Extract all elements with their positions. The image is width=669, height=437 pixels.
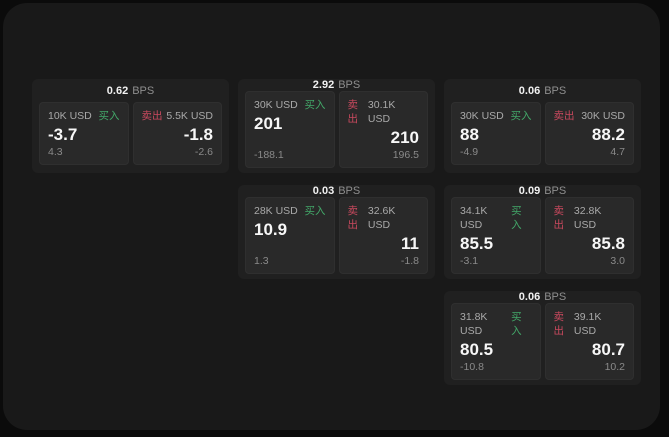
buy-price: 201 bbox=[254, 114, 283, 133]
bps-unit: BPS bbox=[338, 79, 361, 91]
sell-panel[interactable]: 卖出 5.5K USD -1.8 -2.6 bbox=[132, 102, 222, 165]
buy-delta: -3.1 bbox=[460, 255, 479, 267]
buy-panel[interactable]: 31.8K USD 买入 80.5 -10.8 bbox=[451, 303, 541, 380]
buy-side-label: 买入 bbox=[511, 311, 522, 337]
buy-notional: 30K USD bbox=[460, 110, 504, 122]
sell-price: 85.8 bbox=[591, 234, 625, 253]
sell-panel[interactable]: 卖出 32.8K USD 85.8 3.0 bbox=[544, 197, 634, 274]
sell-notional: 32.6K USD bbox=[367, 205, 396, 231]
sell-side-label: 卖出 bbox=[347, 99, 359, 125]
quote-card: 0.06 BPS 31.8K USD 买入 80.5 -10.8 卖出 39.1… bbox=[444, 291, 641, 385]
bps-unit: BPS bbox=[132, 84, 155, 97]
sell-delta: 196.5 bbox=[392, 149, 419, 161]
sell-side-label: 卖出 bbox=[553, 311, 565, 337]
sell-panel[interactable]: 卖出 30.1K USD 210 196.5 bbox=[338, 91, 428, 168]
buy-panel[interactable]: 30K USD 买入 201 -188.1 bbox=[245, 91, 335, 168]
bps-unit: BPS bbox=[544, 291, 567, 303]
sell-delta: 10.2 bbox=[604, 361, 625, 373]
buy-price: 88 bbox=[460, 125, 479, 144]
buy-delta: 4.3 bbox=[48, 146, 63, 158]
app-window: 0.62 BPS 10K USD 买入 -3.7 4.3 卖出 5.5K USD… bbox=[3, 3, 660, 430]
buy-side-label: 买入 bbox=[304, 99, 326, 111]
sell-delta: 3.0 bbox=[610, 255, 625, 267]
buy-delta: -4.9 bbox=[460, 146, 479, 158]
bps-value: 0.09 bbox=[518, 185, 541, 197]
quote-panels: 10K USD 买入 -3.7 4.3 卖出 5.5K USD -1.8 -2.… bbox=[39, 102, 222, 165]
sell-notional: 30.1K USD bbox=[367, 99, 396, 125]
card-header: 0.06 BPS bbox=[451, 291, 634, 303]
sell-side-label: 卖出 bbox=[141, 110, 163, 122]
quote-card: 0.62 BPS 10K USD 买入 -3.7 4.3 卖出 5.5K USD… bbox=[32, 79, 229, 173]
buy-price: 85.5 bbox=[460, 234, 494, 253]
quote-card: 0.06 BPS 30K USD 买入 88 -4.9 卖出 30K USD 8… bbox=[444, 79, 641, 173]
sell-panel[interactable]: 卖出 32.6K USD 11 -1.8 bbox=[338, 197, 428, 274]
quote-card: 2.92 BPS 30K USD 买入 201 -188.1 卖出 30.1K … bbox=[238, 79, 435, 173]
bps-value: 0.06 bbox=[518, 291, 541, 303]
sell-delta: -2.6 bbox=[194, 146, 213, 158]
buy-side-label: 买入 bbox=[510, 110, 532, 122]
card-header: 0.09 BPS bbox=[451, 185, 634, 197]
buy-notional: 10K USD bbox=[48, 110, 92, 122]
quote-panels: 30K USD 买入 201 -188.1 卖出 30.1K USD 210 1… bbox=[245, 91, 428, 168]
buy-notional: 30K USD bbox=[254, 99, 298, 111]
sell-notional: 30K USD bbox=[581, 110, 625, 122]
buy-price: 80.5 bbox=[460, 340, 494, 359]
buy-panel[interactable]: 10K USD 买入 -3.7 4.3 bbox=[39, 102, 129, 165]
buy-side-label: 买入 bbox=[511, 205, 522, 231]
bps-value: 2.92 bbox=[312, 79, 335, 91]
sell-delta: 4.7 bbox=[610, 146, 625, 158]
bps-value: 0.06 bbox=[518, 84, 541, 97]
buy-price: -3.7 bbox=[48, 125, 78, 144]
card-header: 2.92 BPS bbox=[245, 79, 428, 91]
buy-side-label: 买入 bbox=[98, 110, 120, 122]
buy-delta: -188.1 bbox=[254, 149, 284, 161]
card-header: 0.62 BPS bbox=[39, 79, 222, 102]
pricing-board: 0.62 BPS 10K USD 买入 -3.7 4.3 卖出 5.5K USD… bbox=[32, 79, 641, 385]
buy-panel[interactable]: 34.1K USD 买入 85.5 -3.1 bbox=[451, 197, 541, 274]
sell-side-label: 卖出 bbox=[347, 205, 359, 231]
bps-unit: BPS bbox=[338, 185, 361, 197]
quote-panels: 31.8K USD 买入 80.5 -10.8 卖出 39.1K USD 80.… bbox=[451, 303, 634, 380]
sell-notional: 32.8K USD bbox=[573, 205, 602, 231]
buy-notional: 34.1K USD bbox=[460, 205, 488, 231]
sell-price: 210 bbox=[390, 128, 419, 147]
buy-price: 10.9 bbox=[254, 220, 288, 239]
card-header: 0.06 BPS bbox=[451, 79, 634, 102]
sell-price: 11 bbox=[401, 234, 419, 253]
bps-unit: BPS bbox=[544, 84, 567, 97]
buy-panel[interactable]: 28K USD 买入 10.9 1.3 bbox=[245, 197, 335, 274]
buy-delta: 1.3 bbox=[254, 255, 269, 267]
sell-notional: 39.1K USD bbox=[573, 311, 602, 337]
quote-card: 0.03 BPS 28K USD 买入 10.9 1.3 卖出 32.6K US… bbox=[238, 185, 435, 279]
buy-notional: 28K USD bbox=[254, 205, 298, 217]
quote-panels: 34.1K USD 买入 85.5 -3.1 卖出 32.8K USD 85.8… bbox=[451, 197, 634, 274]
sell-notional: 5.5K USD bbox=[166, 110, 213, 122]
sell-side-label: 卖出 bbox=[553, 110, 575, 122]
card-header: 0.03 BPS bbox=[245, 185, 428, 197]
sell-price: -1.8 bbox=[183, 125, 213, 144]
quote-panels: 28K USD 买入 10.9 1.3 卖出 32.6K USD 11 -1.8 bbox=[245, 197, 428, 274]
quote-card: 0.09 BPS 34.1K USD 买入 85.5 -3.1 卖出 32.8K… bbox=[444, 185, 641, 279]
bps-unit: BPS bbox=[544, 185, 567, 197]
sell-side-label: 卖出 bbox=[553, 205, 565, 231]
buy-side-label: 买入 bbox=[304, 205, 326, 217]
buy-panel[interactable]: 30K USD 买入 88 -4.9 bbox=[451, 102, 541, 165]
sell-panel[interactable]: 卖出 39.1K USD 80.7 10.2 bbox=[544, 303, 634, 380]
buy-delta: -10.8 bbox=[460, 361, 484, 373]
sell-price: 88.2 bbox=[591, 125, 625, 144]
buy-notional: 31.8K USD bbox=[460, 311, 488, 337]
bps-value: 0.03 bbox=[312, 185, 335, 197]
quote-panels: 30K USD 买入 88 -4.9 卖出 30K USD 88.2 4.7 bbox=[451, 102, 634, 165]
bps-value: 0.62 bbox=[106, 84, 129, 97]
sell-price: 80.7 bbox=[591, 340, 625, 359]
sell-panel[interactable]: 卖出 30K USD 88.2 4.7 bbox=[544, 102, 634, 165]
sell-delta: -1.8 bbox=[400, 255, 419, 267]
